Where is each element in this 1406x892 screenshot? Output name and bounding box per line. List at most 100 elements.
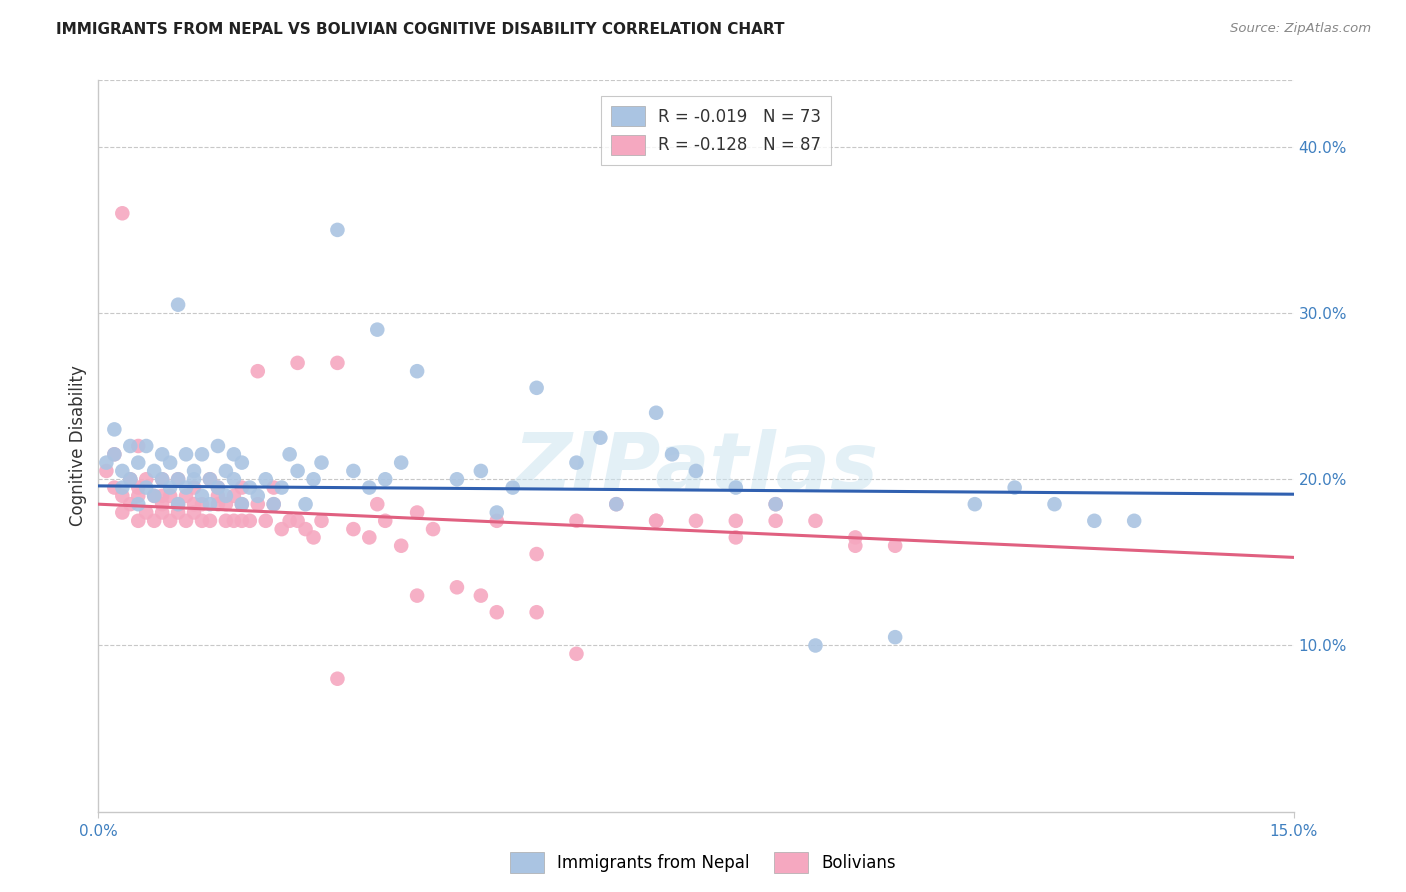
Point <box>446 472 468 486</box>
Point <box>222 514 245 528</box>
Point <box>645 406 668 420</box>
Point <box>215 464 238 478</box>
Point <box>589 431 612 445</box>
Point <box>270 522 292 536</box>
Point <box>167 506 190 520</box>
Point <box>884 630 907 644</box>
Point <box>270 481 292 495</box>
Point <box>183 472 205 486</box>
Point <box>263 497 285 511</box>
Point <box>311 514 333 528</box>
Point <box>167 497 190 511</box>
Point <box>207 497 229 511</box>
Point <box>111 206 134 220</box>
Point <box>167 298 190 312</box>
Point <box>207 481 229 495</box>
Point <box>311 456 333 470</box>
Point <box>135 472 157 486</box>
Point <box>287 464 309 478</box>
Point <box>222 489 245 503</box>
Point <box>135 506 157 520</box>
Point <box>246 497 269 511</box>
Point <box>222 447 245 461</box>
Point <box>120 497 142 511</box>
Point <box>884 539 907 553</box>
Point <box>605 497 627 511</box>
Point <box>150 497 173 511</box>
Point <box>526 547 548 561</box>
Point <box>366 497 388 511</box>
Point <box>263 481 285 495</box>
Point <box>565 514 588 528</box>
Point <box>198 514 221 528</box>
Point <box>191 514 214 528</box>
Point <box>406 506 429 520</box>
Point <box>111 464 134 478</box>
Point <box>231 497 253 511</box>
Point <box>231 456 253 470</box>
Point <box>1123 514 1146 528</box>
Point <box>645 514 668 528</box>
Point <box>422 522 444 536</box>
Point <box>143 489 166 503</box>
Point <box>389 539 412 553</box>
Point <box>724 530 747 544</box>
Point <box>326 356 349 370</box>
Point <box>150 489 173 503</box>
Point <box>191 489 214 503</box>
Point <box>183 481 205 495</box>
Point <box>127 514 149 528</box>
Point <box>326 672 349 686</box>
Point <box>215 497 238 511</box>
Point <box>326 223 349 237</box>
Point <box>191 447 214 461</box>
Point <box>302 472 325 486</box>
Point <box>263 497 285 511</box>
Point <box>120 472 142 486</box>
Point <box>111 481 134 495</box>
Point <box>661 447 683 461</box>
Point <box>765 497 787 511</box>
Point <box>565 456 588 470</box>
Point <box>239 481 262 495</box>
Point <box>294 522 316 536</box>
Point <box>605 497 627 511</box>
Point <box>103 447 125 461</box>
Point <box>215 489 238 503</box>
Point <box>406 589 429 603</box>
Point <box>231 497 253 511</box>
Point <box>174 481 197 495</box>
Point <box>389 456 412 470</box>
Point <box>724 481 747 495</box>
Point <box>135 439 157 453</box>
Point <box>287 514 309 528</box>
Point <box>406 364 429 378</box>
Point <box>198 472 221 486</box>
Legend: R = -0.019   N = 73, R = -0.128   N = 87: R = -0.019 N = 73, R = -0.128 N = 87 <box>602 96 831 165</box>
Point <box>207 481 229 495</box>
Point <box>215 514 238 528</box>
Point <box>198 472 221 486</box>
Point <box>526 381 548 395</box>
Text: ZIPatlas: ZIPatlas <box>513 429 879 507</box>
Point <box>135 481 157 495</box>
Point <box>485 605 508 619</box>
Point <box>150 472 173 486</box>
Point <box>103 422 125 436</box>
Point <box>239 514 262 528</box>
Point <box>278 447 301 461</box>
Point <box>765 514 787 528</box>
Point <box>1043 497 1066 511</box>
Point <box>645 514 668 528</box>
Point <box>278 514 301 528</box>
Point <box>844 530 866 544</box>
Point <box>174 514 197 528</box>
Point <box>96 456 118 470</box>
Point <box>207 439 229 453</box>
Point <box>207 489 229 503</box>
Point <box>246 364 269 378</box>
Point <box>342 464 364 478</box>
Point <box>150 447 173 461</box>
Point <box>150 506 173 520</box>
Point <box>359 481 381 495</box>
